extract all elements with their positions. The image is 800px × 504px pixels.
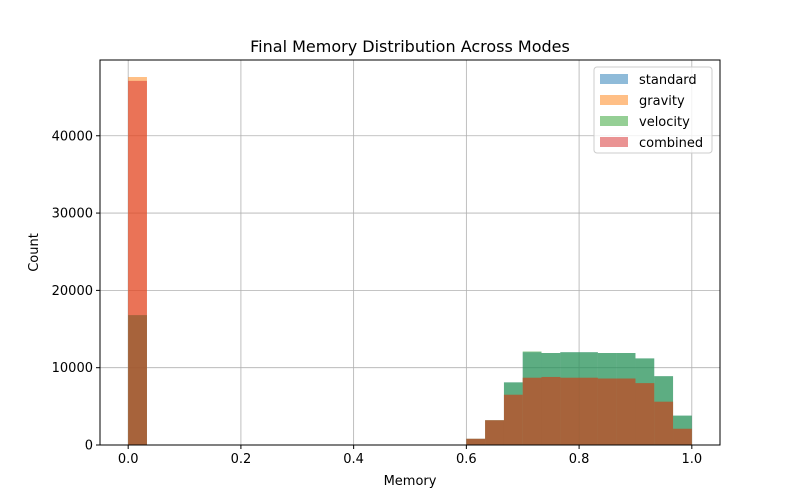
legend-swatch-gravity [600,95,628,105]
chart-title: Final Memory Distribution Across Modes [250,37,570,56]
plot-frame [99,59,721,446]
y-axis-label: Count [27,233,42,272]
bar-combined [597,378,617,445]
legend-swatch-combined [600,137,628,147]
y-tick-label: 30000 [52,207,93,222]
bar-combined [635,383,655,445]
bar-combined [503,394,523,445]
series-combined [128,80,692,445]
x-tick-label: 0.0 [118,452,139,467]
bar-combined [128,80,147,445]
bar-combined [579,377,598,445]
x-tick-label: 0.8 [569,452,590,467]
legend-label-velocity: velocity [639,115,690,130]
y-tick-label: 10000 [52,361,93,376]
bar-combined [616,378,636,445]
bar-combined [522,377,542,445]
legend-swatch-velocity [600,116,628,126]
legend-swatch-standard [600,74,628,84]
bar-combined [560,377,580,445]
x-tick-label: 0.4 [343,452,364,467]
legend-label-gravity: gravity [639,94,685,109]
bar-combined [466,438,486,445]
legend-label-standard: standard [639,73,697,88]
bar-combined [541,376,561,445]
legend-frame [593,66,713,154]
x-tick-label: 1.0 [681,452,702,467]
bar-combined [673,428,692,445]
y-tick-label: 0 [85,439,93,454]
y-tick-label: 40000 [52,129,93,144]
legend-label-combined: combined [639,136,703,151]
bar-combined [485,420,504,445]
legend: standard gravity velocity combined [593,66,713,154]
x-tick-label: 0.6 [456,452,477,467]
x-axis-label: Memory [384,474,437,489]
y-tick-label: 20000 [52,284,93,299]
histogram-bars [128,77,692,446]
axis-ticks: 0.0 0.2 0.4 0.6 0.8 1.0 0 10000 20000 30000 40000 [52,129,703,467]
bar-combined [654,401,674,445]
x-tick-label: 0.2 [231,452,252,467]
